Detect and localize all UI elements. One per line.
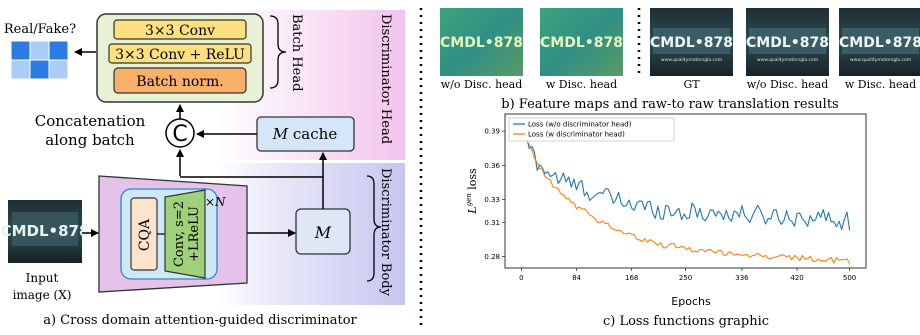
x-tick-label-1: 84 xyxy=(572,274,581,282)
result-tile-4: CMDL•878 www.qualitymotorsgla.com w Disc. … xyxy=(839,8,920,91)
x-tick-label-4: 336 xyxy=(735,274,749,282)
x-tick-label-5: 420 xyxy=(790,274,803,282)
y-tick-label-4: 0.39 xyxy=(484,128,500,136)
legend-label-1: Loss (w discriminator head) xyxy=(528,131,625,139)
input-image: CMDL•878 xyxy=(1,200,90,263)
conv-label-1: Conv, s=2 xyxy=(172,201,187,267)
legend-box xyxy=(508,117,675,142)
tile-label-1: w Disc. head xyxy=(546,78,617,91)
panel-c: 0 84 168 250 336 420 500 0.28 0.31 0.33 0.36 0.39 L… xyxy=(465,113,867,329)
plot-series xyxy=(520,119,851,264)
discriminator-head-label: Discriminator Head xyxy=(378,14,393,144)
conv-layer-1 xyxy=(113,19,247,40)
x-tick-label-6: 500 xyxy=(843,274,856,282)
tile-label-0: w/o Disc. head xyxy=(441,78,523,91)
series-line-0 xyxy=(520,119,851,231)
real-fake-label: Real/Fake? xyxy=(4,22,76,37)
x-axis-label: Epochs xyxy=(671,295,711,308)
tile-plate-text-2: CMDL•878 xyxy=(650,35,733,51)
batch-head-title: Batch Head xyxy=(289,14,304,91)
discriminator-body-brace xyxy=(366,175,382,282)
tile-plate-subtext-2: www.qualitymotorsgla.com xyxy=(661,57,722,63)
tile-image-1 xyxy=(540,8,623,76)
tile-plate-subtext-4: www.qualitymotorsgla.com xyxy=(850,57,911,63)
tile-plate-text-4: CMDL•878 xyxy=(839,35,920,51)
repeat-label: ×N xyxy=(205,195,226,209)
y-tick-label-0: 0.28 xyxy=(484,253,500,261)
tile-label-3: w/o Disc. head xyxy=(747,78,829,91)
tile-plate-text-3: CMDL•878 xyxy=(746,35,829,51)
concat-label-1: Concatenation xyxy=(35,112,146,130)
conv-layer-1-label: 3×3 Conv xyxy=(145,23,215,39)
tile-image-0 xyxy=(440,8,523,76)
conv-relu-layer-label: 3×3 Conv + ReLU xyxy=(115,47,245,63)
legend-label-0: Loss (w/o discriminator head) xyxy=(528,121,632,129)
result-tile-3: CMDL•878 www.qualitymotorsgla.com w/o Disc… xyxy=(746,8,829,91)
concat-label-2: along batch xyxy=(45,131,135,149)
y-axis-label: Lgen loss xyxy=(465,168,479,215)
conv-lrelu-block xyxy=(164,189,206,279)
result-tile-1: CMDL•878 w Disc. head xyxy=(540,8,623,91)
legend: Loss (w/o discriminator head) Loss (w di… xyxy=(508,117,675,142)
conv-relu-layer xyxy=(108,43,252,64)
batch-head-brace xyxy=(269,15,287,89)
x-tick-label-3: 250 xyxy=(679,274,692,282)
concat-symbol: C xyxy=(172,122,187,147)
input-plate-text: CMDL•878 xyxy=(1,222,90,240)
discriminator-body-label: Discriminator Body xyxy=(378,168,393,297)
batch-norm-layer-label: Batch norm. xyxy=(136,74,223,90)
y-tick-label-3: 0.36 xyxy=(484,162,500,170)
cqa-label: CQA xyxy=(137,218,153,251)
caption-b: b) Feature maps and raw-to raw translati… xyxy=(501,97,838,112)
input-label-2: image (X) xyxy=(13,288,72,302)
tile-plate-3 xyxy=(749,28,826,54)
conv-label-2: +LReLU xyxy=(187,206,202,262)
tile-plate-2 xyxy=(653,28,730,54)
x-tick-label-0: 0 xyxy=(519,274,523,282)
batch-norm-layer xyxy=(113,67,247,94)
tile-plate-4 xyxy=(842,28,919,54)
plot-ticks: 0 84 168 250 336 420 500 0.28 0.31 0.33 0.36 0.39 xyxy=(484,128,856,282)
panel-b: CMDL•878 w/o Disc. head CMDL•878 w Disc. he… xyxy=(440,8,920,112)
input-label-1: Input xyxy=(26,271,59,285)
result-tile-0: CMDL•878 w/o Disc. head xyxy=(440,8,523,91)
tile-plate-text-1: CMDL•878 xyxy=(540,35,623,51)
caption-a: a) Cross domain attention-guided discrim… xyxy=(43,313,357,328)
m-block-label: M xyxy=(314,223,332,242)
tile-label-4: w Disc. head xyxy=(845,78,916,91)
panel-a: Real/Fake? 3×3 Conv 3×3 Conv + ReLU Batc… xyxy=(1,10,405,328)
y-tick-label-2: 0.33 xyxy=(484,196,500,204)
tile-label-2: GT xyxy=(683,78,700,91)
result-tile-2: CMDL•878 www.qualitymotorsgla.com GT xyxy=(650,8,733,91)
x-tick-label-2: 168 xyxy=(625,274,638,282)
y-tick-label-1: 0.31 xyxy=(484,219,500,227)
tile-plate-subtext-3: www.qualitymotorsgla.com xyxy=(757,57,818,63)
caption-c: c) Loss functions graphic xyxy=(603,314,769,329)
series-line-1 xyxy=(520,122,851,264)
real-fake-grid-icon xyxy=(10,40,69,80)
m-cache-label: M cache xyxy=(272,125,338,143)
tile-plate-text-0: CMDL•878 xyxy=(440,35,523,51)
